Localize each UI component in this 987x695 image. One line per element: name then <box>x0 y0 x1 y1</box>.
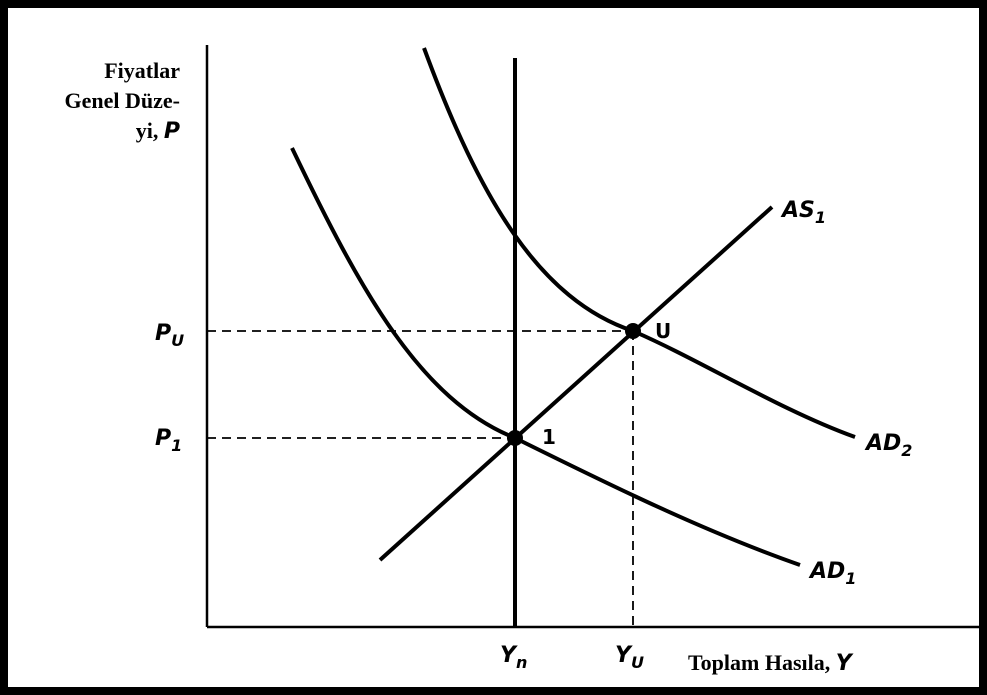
tick-main: Y <box>500 643 518 668</box>
x-label: Toplam Hasıla, Y <box>688 650 854 676</box>
point-label: 1 <box>542 425 556 449</box>
ad2-label: AD2 <box>864 431 912 460</box>
tick-sub: n <box>516 653 527 672</box>
tick-sub: U <box>171 331 184 350</box>
y-label-line: yi, P <box>136 118 180 144</box>
y-label-line: Genel Düze- <box>65 88 180 113</box>
as-label: AS1 <box>780 198 826 227</box>
tick-sub: 1 <box>171 436 182 455</box>
tick-main: P <box>155 321 171 346</box>
x-tick-yn: Yn <box>500 643 527 672</box>
curve-sub: 1 <box>815 208 826 227</box>
curve-main: AS <box>780 198 815 223</box>
x-label-var: Y <box>836 651 854 676</box>
curve-sub: 2 <box>901 441 912 460</box>
y-tick-pu: PU <box>155 321 184 350</box>
tick-sub: U <box>631 653 644 672</box>
as-curve <box>378 205 774 562</box>
y-tick-p1: P1 <box>155 426 182 455</box>
ad1-label: AD1 <box>808 559 856 588</box>
point-1 <box>507 430 523 446</box>
y-label-text: yi, <box>136 118 164 143</box>
point-u <box>625 323 641 339</box>
x-label-text: Toplam Hasıla, <box>688 650 836 675</box>
tick-main: P <box>155 426 171 451</box>
ad2-curve <box>422 47 856 439</box>
x-tick-yu: YU <box>615 643 644 672</box>
tick-main: Y <box>615 643 633 668</box>
curve-main: AD <box>864 431 901 456</box>
curve-sub: 1 <box>845 569 856 588</box>
point-label: U <box>655 319 671 343</box>
y-label-line: Fiyatlar <box>104 58 180 83</box>
curve-main: AD <box>808 559 845 584</box>
y-label-var: P <box>164 119 180 144</box>
